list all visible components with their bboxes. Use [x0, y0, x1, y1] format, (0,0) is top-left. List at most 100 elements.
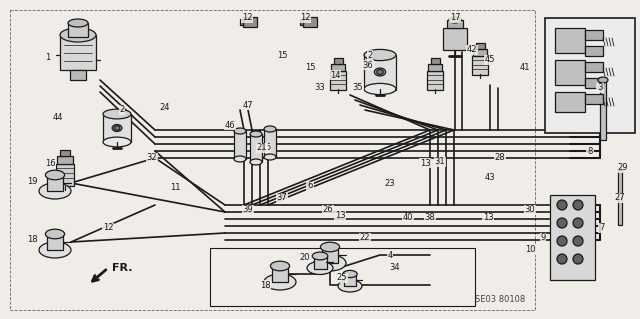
Text: 41: 41 [520, 63, 531, 72]
Text: FR.: FR. [112, 263, 132, 273]
Bar [68, 23, 88, 37]
Text: 47: 47 [243, 100, 253, 109]
Text: 3: 3 [597, 84, 603, 93]
Bar [60, 35, 96, 70]
Bar [364, 55, 396, 90]
Bar [10, 10, 535, 310]
Ellipse shape [264, 154, 276, 160]
Ellipse shape [338, 280, 362, 292]
Text: 15: 15 [276, 50, 287, 60]
Ellipse shape [449, 17, 461, 23]
Ellipse shape [68, 19, 88, 27]
Bar [585, 78, 603, 88]
Bar [555, 92, 585, 112]
Text: 1: 1 [45, 54, 51, 63]
Text: 46: 46 [225, 121, 236, 130]
Bar [210, 248, 475, 306]
Text: 19: 19 [27, 177, 37, 187]
Text: 18: 18 [260, 280, 270, 290]
Bar [60, 150, 70, 156]
Bar [272, 266, 288, 282]
Bar [250, 134, 262, 162]
Bar [476, 43, 484, 49]
Text: 28: 28 [495, 153, 506, 162]
Circle shape [557, 200, 567, 210]
Bar [330, 71, 346, 90]
Bar [550, 195, 595, 280]
Bar [300, 19, 303, 25]
Ellipse shape [374, 68, 385, 76]
Text: 4: 4 [387, 250, 392, 259]
Bar [344, 274, 356, 286]
Text: 15: 15 [305, 63, 316, 72]
Text: 17: 17 [450, 13, 460, 23]
Bar [243, 17, 257, 27]
Text: 30: 30 [525, 205, 535, 214]
Bar [333, 58, 342, 64]
Ellipse shape [39, 183, 71, 199]
Ellipse shape [364, 49, 396, 61]
Bar [427, 71, 443, 90]
Bar [428, 64, 442, 71]
Ellipse shape [343, 271, 357, 278]
Ellipse shape [103, 109, 131, 119]
Text: 27: 27 [614, 194, 625, 203]
Bar [443, 28, 467, 50]
Text: 44: 44 [52, 114, 63, 122]
Text: 2: 2 [367, 50, 372, 60]
Text: 13: 13 [483, 213, 493, 222]
Ellipse shape [250, 159, 262, 165]
Text: 10: 10 [525, 246, 535, 255]
Circle shape [557, 254, 567, 264]
Text: 14: 14 [330, 70, 340, 79]
Ellipse shape [321, 242, 340, 252]
Text: 24: 24 [160, 103, 170, 113]
Ellipse shape [364, 83, 396, 95]
Ellipse shape [39, 242, 71, 258]
Ellipse shape [234, 128, 246, 134]
Bar [585, 46, 603, 56]
Text: 9: 9 [540, 234, 546, 242]
Ellipse shape [377, 70, 383, 74]
Text: 8: 8 [588, 147, 593, 157]
Ellipse shape [45, 229, 65, 239]
Text: 45: 45 [484, 56, 495, 64]
Ellipse shape [112, 124, 122, 131]
Text: 25: 25 [337, 273, 348, 283]
Bar [56, 164, 74, 186]
Bar [545, 18, 635, 133]
Text: SE03 80108: SE03 80108 [475, 295, 525, 305]
Ellipse shape [314, 255, 346, 271]
Text: 16: 16 [45, 159, 55, 167]
Ellipse shape [114, 126, 120, 130]
Circle shape [573, 200, 583, 210]
Circle shape [573, 236, 583, 246]
Text: 20: 20 [300, 254, 310, 263]
Bar [264, 129, 276, 157]
Ellipse shape [264, 126, 276, 132]
Text: 39: 39 [243, 205, 253, 214]
Text: 12: 12 [300, 13, 310, 23]
Circle shape [557, 218, 567, 228]
Text: 32: 32 [147, 153, 157, 162]
Ellipse shape [270, 261, 290, 271]
Bar [70, 70, 86, 80]
Bar [47, 234, 63, 250]
Text: 38: 38 [424, 213, 435, 222]
Text: 34: 34 [390, 263, 400, 272]
Bar [47, 175, 63, 191]
Text: 22: 22 [360, 234, 371, 242]
Circle shape [557, 236, 567, 246]
Bar [240, 19, 243, 25]
Text: 33: 33 [315, 84, 325, 93]
Bar [472, 56, 488, 75]
Bar [585, 30, 603, 40]
Ellipse shape [264, 274, 296, 290]
Text: 11: 11 [170, 183, 180, 192]
Text: 21: 21 [257, 144, 268, 152]
Text: 12: 12 [242, 13, 252, 23]
Text: 23: 23 [385, 179, 396, 188]
Text: 6: 6 [307, 182, 313, 190]
Ellipse shape [103, 137, 131, 147]
Bar [600, 80, 606, 140]
